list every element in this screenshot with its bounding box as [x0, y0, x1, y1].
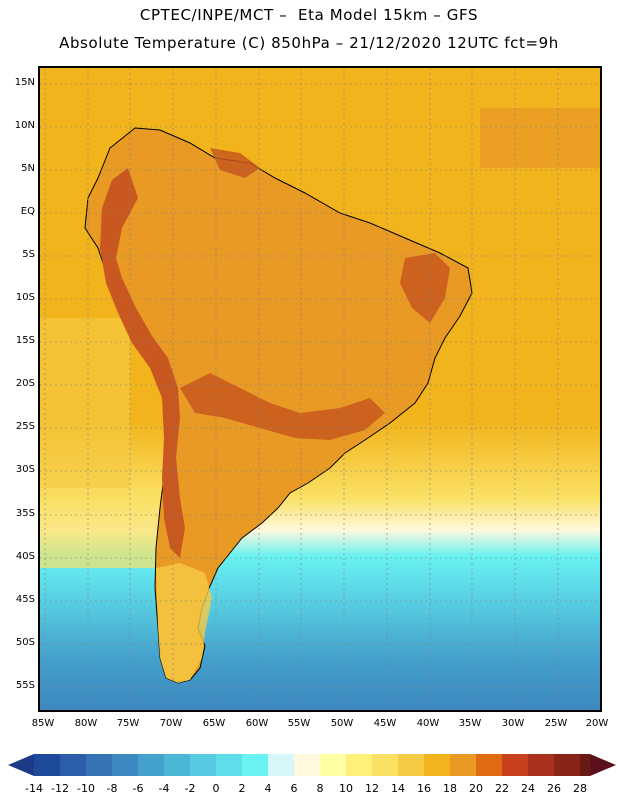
- colorbar-swatch: [450, 754, 476, 776]
- colorbar-label: -8: [106, 782, 118, 795]
- colorbar-label: 18: [443, 782, 457, 795]
- temperature-colorbar: [8, 754, 616, 776]
- northeast-brazil-warm-zone: [400, 253, 450, 323]
- colorbar-swatch: [268, 754, 294, 776]
- colorbar-swatch: [294, 754, 320, 776]
- colorbar-swatch: [164, 754, 190, 776]
- lat-label-15n: 15N: [14, 77, 35, 88]
- colorbar-swatch: [112, 754, 138, 776]
- lat-label-40s: 40S: [15, 551, 35, 562]
- temperature-map: [38, 66, 602, 712]
- colorbar-label: -14: [25, 782, 43, 795]
- lon-label-85w: 85W: [31, 718, 55, 729]
- lon-label-25w: 25W: [544, 718, 568, 729]
- lat-label-20s: 20S: [15, 378, 35, 389]
- lat-label-5n: 5N: [21, 163, 35, 174]
- lon-label-20w: 20W: [585, 718, 609, 729]
- colorbar-swatch: [528, 754, 554, 776]
- colorbar-label: -6: [132, 782, 144, 795]
- lat-label-50s: 50S: [15, 637, 35, 648]
- lon-label-30w: 30W: [501, 718, 525, 729]
- lon-label-45w: 45W: [373, 718, 397, 729]
- colorbar-swatch: [86, 754, 112, 776]
- colorbar-swatch: [242, 754, 268, 776]
- colorbar-label: 8: [316, 782, 324, 795]
- colorbar-label: 26: [547, 782, 561, 795]
- lat-label-35s: 35S: [15, 508, 35, 519]
- colorbar-swatch: [190, 754, 216, 776]
- colorbar-swatch: [398, 754, 424, 776]
- lon-label-40w: 40W: [416, 718, 440, 729]
- lat-label-55s: 55S: [15, 680, 35, 691]
- pacific-cool-zone: [40, 488, 170, 568]
- lon-label-35w: 35W: [458, 718, 482, 729]
- lat-label-10n: 10N: [14, 120, 35, 131]
- colorbar-swatch: [34, 754, 60, 776]
- andes-warm-ridge: [100, 168, 185, 558]
- colorbar-swatch: [346, 754, 372, 776]
- lat-label-30s: 30S: [15, 464, 35, 475]
- colorbar-swatch: [580, 754, 590, 776]
- pacific-cooler-zone: [40, 318, 130, 498]
- lat-label-45s: 45S: [15, 594, 35, 605]
- lon-label-75w: 75W: [116, 718, 140, 729]
- colorbar-swatch: [554, 754, 580, 776]
- colorbar-label: 16: [417, 782, 431, 795]
- colorbar-under-arrow: [8, 754, 34, 776]
- colorbar-label: 22: [495, 782, 509, 795]
- colorbar-swatch: [320, 754, 346, 776]
- lat-label-10s: 10S: [15, 292, 35, 303]
- colorbar-swatch: [424, 754, 450, 776]
- central-brazil-warm-zone: [180, 373, 385, 440]
- colorbar-label: 2: [238, 782, 246, 795]
- map-grid: [40, 68, 600, 710]
- patagonia-cooler-zone: [156, 563, 212, 683]
- lon-label-50w: 50W: [330, 718, 354, 729]
- lat-label-eq: EQ: [20, 206, 35, 217]
- colorbar-swatch: [60, 754, 86, 776]
- colorbar-label: 20: [469, 782, 483, 795]
- colorbar-label: -4: [158, 782, 170, 795]
- map-canvas: [40, 68, 600, 710]
- lat-label-5s: 5S: [22, 249, 35, 260]
- colorbar-label: 24: [521, 782, 535, 795]
- colorbar-label: 0: [212, 782, 220, 795]
- lon-label-70w: 70W: [159, 718, 183, 729]
- colorbar-label: 10: [339, 782, 353, 795]
- venezuela-warm-zone: [210, 148, 260, 178]
- lon-label-65w: 65W: [202, 718, 226, 729]
- colorbar-swatch: [502, 754, 528, 776]
- lat-label-15s: 15S: [15, 335, 35, 346]
- lon-label-55w: 55W: [287, 718, 311, 729]
- colorbar-label: 14: [391, 782, 405, 795]
- warm-ocean-patch: [480, 108, 600, 168]
- lon-label-60w: 60W: [245, 718, 269, 729]
- colorbar-over-arrow: [590, 754, 616, 776]
- colorbar-swatch: [476, 754, 502, 776]
- map-title-line2: Absolute Temperature (C) 850hPa – 21/12/…: [59, 34, 559, 52]
- lon-label-80w: 80W: [74, 718, 98, 729]
- colorbar-label: 6: [290, 782, 298, 795]
- colorbar-swatch: [216, 754, 242, 776]
- colorbar-label: -10: [77, 782, 95, 795]
- colorbar-label: 28: [573, 782, 587, 795]
- colorbar-label: -12: [51, 782, 69, 795]
- map-title-line1: CPTEC/INPE/MCT – Eta Model 15km – GFS: [139, 6, 479, 24]
- lat-label-25s: 25S: [15, 421, 35, 432]
- colorbar-label: 4: [264, 782, 272, 795]
- colorbar-swatch: [372, 754, 398, 776]
- colorbar-swatch: [138, 754, 164, 776]
- colorbar-label: 12: [365, 782, 379, 795]
- colorbar-label: -2: [184, 782, 196, 795]
